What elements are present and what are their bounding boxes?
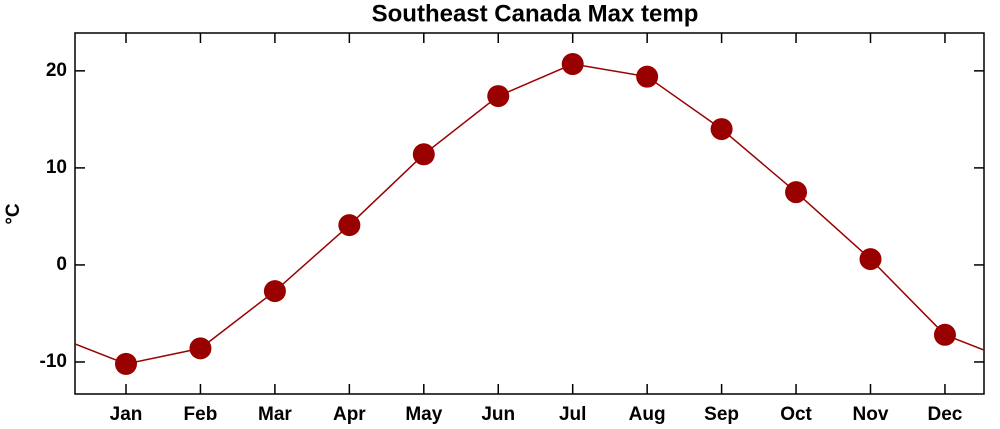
x-tick-label: Nov — [853, 404, 889, 425]
x-tick-label: Jun — [481, 404, 515, 425]
marker — [487, 85, 510, 108]
marker — [933, 323, 956, 346]
x-tick-label: Feb — [184, 404, 218, 425]
chart-title: Southeast Canada Max temp — [372, 0, 699, 27]
x-tick-label: Jul — [559, 404, 586, 425]
x-tick-label: Aug — [629, 404, 666, 425]
x-tick-label: Dec — [928, 404, 963, 425]
y-tick-label: 20 — [46, 60, 67, 81]
marker — [636, 65, 659, 88]
marker — [115, 352, 137, 375]
x-tick-label: May — [405, 404, 442, 425]
x-tick-label: Apr — [333, 404, 366, 425]
x-tick-label: Oct — [780, 404, 812, 425]
x-tick-label: Mar — [258, 404, 292, 425]
y-axis-label: °C — [3, 203, 24, 225]
plot-frame — [74, 32, 985, 395]
line — [125, 63, 946, 365]
marker — [710, 118, 733, 141]
y-tick-label: -10 — [40, 351, 67, 372]
x-tick-label: Jan — [110, 404, 143, 425]
x-tick-label: Sep — [704, 404, 739, 425]
y-tick-label: 0 — [56, 254, 67, 275]
y-tick-label: 10 — [46, 157, 67, 178]
marker — [189, 337, 212, 360]
marker — [785, 181, 808, 204]
marker — [263, 280, 286, 303]
marker — [412, 143, 435, 166]
series — [75, 53, 984, 375]
wrap-line — [75, 343, 127, 365]
marker — [338, 214, 361, 237]
wrap-line — [944, 334, 984, 351]
marker — [859, 248, 882, 271]
marker — [561, 53, 584, 76]
